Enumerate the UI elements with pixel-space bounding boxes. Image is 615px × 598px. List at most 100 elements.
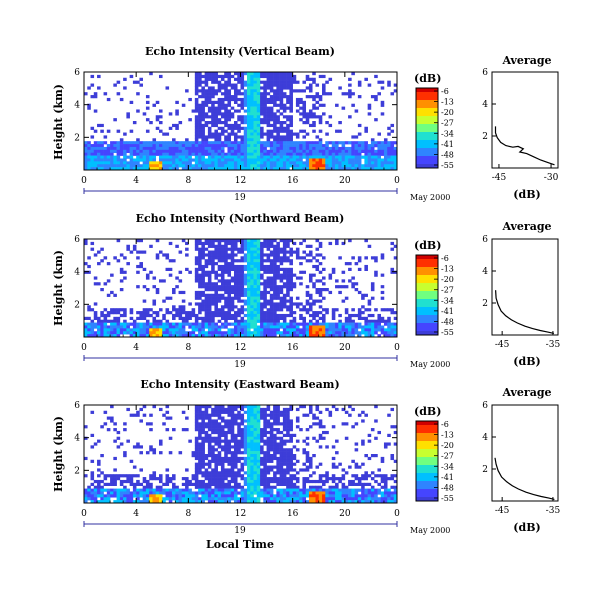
heatmap-cell (224, 433, 228, 437)
heatmap-cell (211, 488, 215, 492)
heatmap-cell (145, 129, 150, 133)
heatmap-cell (318, 146, 323, 151)
heatmap-cell (269, 311, 274, 315)
heatmap-cell (374, 328, 378, 332)
heatmap-cell (256, 95, 261, 99)
heatmap-cell (341, 482, 346, 486)
heatmap-cell (220, 311, 225, 315)
heatmap-cell (207, 288, 212, 292)
heatmap-cell (84, 325, 88, 329)
heatmap-cell (178, 149, 183, 153)
average-plot: 642-45 -35 (482, 235, 560, 350)
heatmap-cell (204, 319, 209, 323)
heatmap-cell (155, 485, 160, 489)
heatmap-cell (341, 161, 346, 165)
heatmap-cell (305, 468, 310, 472)
heatmap-cell (279, 97, 284, 102)
heatmap-cell (247, 288, 251, 292)
heatmap-cell (165, 474, 170, 478)
heatmap-cell (198, 161, 202, 165)
heatmap-cell (390, 129, 395, 133)
heatmap-cell (302, 334, 307, 338)
heatmap-cell (129, 164, 134, 168)
heatmap-cell (351, 425, 355, 429)
heatmap-cell (364, 149, 368, 153)
heatmap-cell (364, 141, 368, 145)
heatmap-cell (240, 416, 245, 420)
heatmap-cell (123, 256, 127, 260)
heatmap-cell (198, 416, 202, 420)
heatmap-cell (305, 285, 310, 289)
heatmap-cell (260, 331, 264, 335)
heatmap-cell (224, 311, 228, 315)
heatmap-cell (87, 149, 91, 153)
heatmap-cell (204, 100, 209, 104)
heatmap-cell (136, 239, 140, 243)
heatmap-cell (276, 288, 280, 292)
heatmap-cell (250, 115, 254, 119)
heatmap-cell (84, 334, 88, 338)
heatmap-cell (129, 308, 134, 312)
heatmap-cell (250, 296, 254, 300)
heatmap-cell (181, 149, 186, 153)
heatmap-cell (220, 126, 225, 130)
heatmap-cell (263, 293, 267, 297)
heatmap-cell (123, 77, 127, 81)
heatmap-cell (240, 462, 245, 466)
heatmap-cell (282, 316, 287, 320)
heatmap-cell (305, 144, 310, 148)
heatmap-cell (338, 256, 342, 260)
heatmap-cell (364, 471, 368, 475)
heatmap-cell (279, 279, 284, 283)
heatmap-cell (364, 413, 368, 417)
heatmap-cell (207, 445, 212, 449)
heatmap-cell (207, 92, 212, 96)
heatmap-cell (220, 141, 225, 145)
heatmap-cell (211, 428, 215, 432)
heatmap-cell (299, 491, 303, 495)
heatmap-cell (227, 138, 232, 142)
heatmap-cell (145, 331, 150, 335)
heatmap-cell (299, 334, 303, 338)
heatmap-cell (387, 149, 391, 153)
heatmap-cell (123, 146, 127, 151)
heatmap-cell (370, 285, 375, 289)
heatmap-cell (217, 121, 222, 125)
heatmap-cell (119, 146, 124, 151)
heatmap-cell (152, 491, 157, 495)
heatmap-cell (227, 247, 232, 251)
heatmap-cell (152, 471, 157, 475)
heatmap-cell (119, 308, 124, 312)
heatmap-cell (315, 313, 320, 318)
heatmap-cell (279, 299, 284, 303)
heatmap-title: Echo Intensity (Eastward Beam) (140, 378, 339, 391)
heatmap-cell (250, 97, 254, 102)
heatmap-cell (90, 477, 95, 481)
heatmap-cell (217, 126, 222, 130)
heatmap-cell (188, 491, 192, 495)
heatmap-cell (224, 164, 228, 168)
heatmap-cell (256, 305, 261, 309)
heatmap-cell (233, 241, 238, 246)
heatmap-cell (178, 313, 183, 318)
heatmap-cell (204, 161, 209, 165)
heatmap-cell (158, 477, 163, 481)
heatmap-cell (168, 477, 173, 481)
heatmap-cell (289, 462, 293, 466)
heatmap-cell (204, 325, 209, 329)
date-bar (83, 355, 398, 361)
heatmap-cell (158, 485, 163, 489)
heatmap-cell (97, 482, 101, 486)
heatmap-cell (165, 149, 170, 153)
x-tick-label: 0 (81, 176, 87, 186)
heatmap-cell (211, 86, 215, 90)
heatmap-cell (237, 97, 241, 102)
heatmap-cell (142, 285, 147, 289)
colorbar-swatch (416, 325, 438, 328)
colorbar-swatch (416, 128, 438, 131)
heatmap-cell (207, 270, 212, 274)
heatmap-cell (302, 405, 307, 409)
heatmap-cell (302, 468, 307, 472)
heatmap-cell (220, 316, 225, 320)
heatmap-cell (214, 311, 218, 315)
